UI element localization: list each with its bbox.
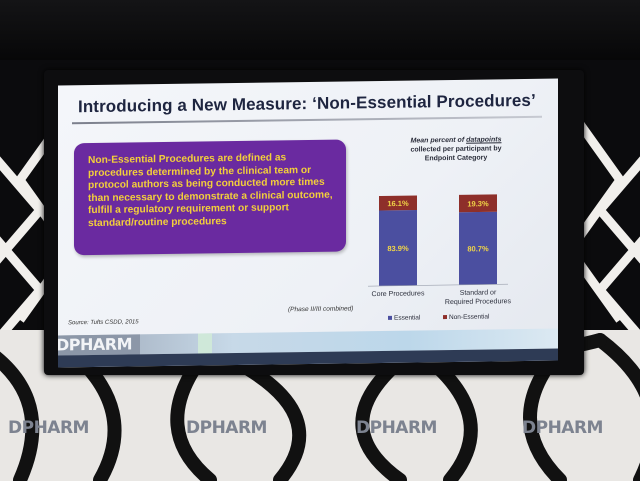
definition-text: Non-Essential Procedures are defined as …: [88, 152, 333, 230]
projected-slide: Introducing a New Measure: ‘Non-Essentia…: [58, 78, 558, 368]
chart-title-line1: Mean percent of: [410, 136, 467, 145]
footer-logo: DPHARM: [58, 334, 141, 356]
wall-logo: DPHARM: [8, 418, 89, 438]
legend-swatch: [388, 315, 392, 320]
legend-swatch: [443, 315, 447, 320]
right-backdrop-lattice: [570, 120, 640, 340]
data-label: 83.9%: [387, 244, 409, 253]
definition-box: Non-Essential Procedures are defined as …: [74, 139, 346, 256]
chart-title-line3: Endpoint Category: [424, 154, 488, 163]
wall-logo: DPHARM: [186, 418, 267, 438]
legend-label: Essential: [394, 314, 421, 321]
slide-title: Introducing a New Measure: ‘Non-Essentia…: [78, 90, 536, 117]
data-label: 16.1%: [387, 199, 409, 208]
wall-logo: DPHARM: [356, 418, 437, 438]
data-label: 19.3%: [467, 199, 489, 208]
source-note: Source: Tufts CSDD, 2015: [68, 319, 139, 327]
phase-note: (Phase II/III combined): [288, 305, 354, 314]
legend-label: Non-Essential: [449, 313, 490, 321]
category-label: Standard or: [460, 289, 497, 297]
bar-essential-0: [379, 209, 417, 287]
data-label: 80.7%: [467, 244, 489, 253]
chart-title-line2: collected per participant by: [410, 145, 502, 154]
bar-non-essential-1: [459, 194, 497, 213]
bar-non-essential-0: [379, 195, 417, 211]
x-axis-line: [368, 283, 508, 287]
wall-logo: DPHARM: [522, 418, 603, 438]
footer-accent: [198, 333, 212, 354]
category-label: Required Procedures: [445, 298, 512, 306]
title-underline: [72, 115, 542, 125]
stacked-bar-chart: 83.9% 16.1% Core Procedures 80.7% 19.3% Stand…: [368, 194, 512, 322]
category-label: Core Procedures: [372, 290, 425, 298]
chart-title: Mean percent of datapoints collected per…: [376, 135, 536, 164]
ceiling: [0, 0, 640, 60]
chart-title-link: datapoints: [466, 136, 502, 144]
bar-essential-1: [459, 211, 497, 285]
